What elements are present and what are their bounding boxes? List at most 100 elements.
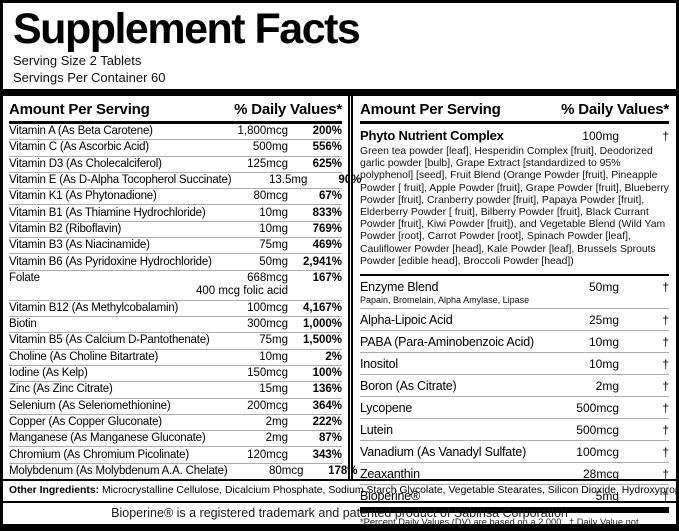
nutrient-row: Vitamin D3 (As Cholecalciferol) 125mcg 6… xyxy=(9,157,342,173)
nutrient-name: Copper (As Copper Gluconate) xyxy=(9,415,162,428)
nutrient-amount: 80mcg xyxy=(268,464,304,477)
nutrient-amount: 13.5mg xyxy=(269,174,308,187)
servings-per-container: Servings Per Container 60 xyxy=(13,70,166,85)
nutrient-daily-value: 469% xyxy=(312,239,342,252)
nutrient-amount: 10mg xyxy=(588,357,619,372)
nutrient-daily-value: † xyxy=(662,357,669,372)
nutrient-amount: 10mg xyxy=(259,350,288,363)
nutrient-name: Lutein xyxy=(360,423,393,438)
nutrient-name: Zeaxanthin xyxy=(360,467,420,482)
nutrient-amount: 125mcg xyxy=(247,157,288,170)
nutrient-row: Manganese (As Manganese Gluconate) 2mg 8… xyxy=(9,431,342,448)
nutrient-name: Vitamin K1 (As Phytonadione) xyxy=(9,190,157,203)
nutrient-name: Vitamin B3 (As Niacinamide) xyxy=(9,239,150,252)
trademark-notice: Bioperine® is a registered trademark and… xyxy=(3,501,676,524)
nutrient-name: Vitamin B12 (As Methylcobalamin) xyxy=(9,301,179,314)
nutrient-row: Zeaxanthin 28mcg † xyxy=(360,463,669,486)
nutrient-daily-value: 100% xyxy=(312,367,342,380)
phyto-complex-row: Phyto Nutrient Complex 100mg † xyxy=(360,124,669,145)
nutrient-daily-value: † xyxy=(662,423,669,438)
nutrient-daily-value: 364% xyxy=(312,399,342,412)
nutrient-amount: 80mcg xyxy=(253,190,288,203)
nutrient-amount: 2mg xyxy=(265,415,288,428)
footnote-divider-bar xyxy=(360,507,669,514)
nutrient-amount: 100mcg xyxy=(247,301,288,314)
nutrient-subline: Papain, Bromelain, Alpha Amylase, Lipase xyxy=(360,295,530,306)
nutrient-amount: 500mcg xyxy=(576,401,619,416)
nutrient-daily-value: † xyxy=(662,335,669,350)
nutrient-row: Vitamin B6 (As Pyridoxine Hydrochloride)… xyxy=(9,254,342,271)
vitamin-mineral-list: Vitamin A (As Beta Carotene) 1,800mcg 20… xyxy=(9,124,361,479)
nutrient-daily-value: 769% xyxy=(312,222,342,235)
nutrient-amount: 50mg xyxy=(259,255,288,268)
nutrient-row: Biotin 300mcg 1,000% xyxy=(9,317,342,334)
nutrient-daily-value: 200% xyxy=(312,125,342,138)
nutrient-daily-value: † xyxy=(662,401,669,416)
nutrient-row: Boron (As Citrate) 2mg † xyxy=(360,375,669,398)
nutrient-amount: 668mcg xyxy=(247,272,288,285)
nutrient-name: Bioperine® xyxy=(360,489,421,504)
nutrient-amount: 28mcg xyxy=(582,467,619,482)
nutrient-row: Vitamin K1 (As Phytonadione) 80mcg 67% xyxy=(9,189,342,206)
nutrient-amount: 2mg xyxy=(265,432,288,445)
footnotes: *Percent Daily Values (DV) are based on … xyxy=(360,513,669,528)
nutrient-name: Folate xyxy=(9,272,40,285)
header-divider-bar xyxy=(3,89,676,96)
nutrient-row: Iodine (As Kelp) 150mcg 100% xyxy=(9,366,342,383)
nutrient-daily-value: 67% xyxy=(318,190,342,203)
nutrient-daily-value: † xyxy=(662,313,669,328)
nutrient-daily-value: 343% xyxy=(312,448,342,461)
nutrient-daily-value: 556% xyxy=(312,141,342,154)
daily-values-label: % Daily Values* xyxy=(234,101,342,118)
nutrient-amount: 500mcg xyxy=(576,423,619,438)
nutrient-daily-value: 1,000% xyxy=(302,318,342,331)
nutrient-name: Vitamin A (As Beta Carotene) xyxy=(9,125,153,138)
nutrient-name: Biotin xyxy=(9,318,37,331)
other-ingredients-label: Other Ingredients: xyxy=(9,485,100,496)
percent-dv-footnote: *Percent Daily Values (DV) are based on … xyxy=(360,517,562,528)
nutrient-row: Enzyme Blend Papain, Bromelain, Alpha Am… xyxy=(360,276,669,310)
amount-per-serving-label: Amount Per Serving xyxy=(9,101,150,118)
nutrient-row: Selenium (As Selenomethionine) 200mcg 36… xyxy=(9,399,342,415)
nutrient-daily-value: 2% xyxy=(325,350,342,363)
nutrient-daily-value: 136% xyxy=(312,383,342,396)
nutrient-daily-value: 2,941% xyxy=(302,255,342,268)
nutrient-daily-value: † xyxy=(662,445,669,460)
nutrient-amount: 50mg xyxy=(588,280,619,295)
daily-values-label: % Daily Values* xyxy=(561,101,669,118)
nutrient-daily-value: 87% xyxy=(318,432,342,445)
right-panel-header: Amount Per Serving % Daily Values* xyxy=(360,96,669,124)
nutrient-row: PABA (Para-Aminobenzoic Acid) 10mg † xyxy=(360,331,669,354)
nutrient-amount: 25mg xyxy=(588,313,619,328)
nutrient-name: Vitamin E (As D-Alpha Tocopherol Succina… xyxy=(9,174,232,187)
nutrient-name: Alpha-Lipoic Acid xyxy=(360,313,453,328)
label-header: Supplement Facts Serving Size 2 Tablets … xyxy=(3,3,676,89)
nutrient-row: Vitamin B2 (Riboflavin) 10mg 769% xyxy=(9,222,342,239)
nutrient-name: Manganese (As Manganese Gluconate) xyxy=(9,432,206,445)
nutrient-daily-value: 167% xyxy=(312,272,342,285)
nutrient-name: Inositol xyxy=(360,357,399,372)
nutrient-amount: 15mg xyxy=(259,383,288,396)
nutrient-row: Vitamin B1 (As Thiamine Hydrochloride) 1… xyxy=(9,205,342,222)
phyto-complex-amount: 100mg xyxy=(582,129,619,143)
nutrient-amount: 200mcg xyxy=(247,399,288,412)
nutrient-row: Vanadium (As Vanadyl Sulfate) 100mcg † xyxy=(360,441,669,464)
left-panel: Amount Per Serving % Daily Values* Vitam… xyxy=(3,96,361,479)
nutrient-amount: 75mg xyxy=(259,334,288,347)
nutrient-row: Vitamin B3 (As Niacinamide) 75mg 469% xyxy=(9,238,342,255)
nutrient-daily-value: 833% xyxy=(312,206,342,219)
nutrient-name: Iodine (As Kelp) xyxy=(9,367,88,380)
column-divider xyxy=(348,96,353,479)
nutrient-name: Selenium (As Selenomethionine) xyxy=(9,399,171,412)
nutrient-amount: 150mcg xyxy=(247,367,288,380)
nutrient-amount: 120mcg xyxy=(247,448,288,461)
label-title: Supplement Facts xyxy=(13,5,361,53)
nutrient-row: Vitamin E (As D-Alpha Tocopherol Succina… xyxy=(9,173,361,190)
nutrient-amount: 2mg xyxy=(595,379,619,394)
nutrient-name: Vitamin B5 (As Calcium D-Pantothenate) xyxy=(9,334,210,347)
phyto-complex-daily-value: † xyxy=(662,129,669,143)
nutrient-daily-value: † xyxy=(662,280,669,295)
nutrient-row: Chromium (As Chromium Picolinate) 120mcg… xyxy=(9,447,342,464)
nutrient-amount: 75mg xyxy=(259,239,288,252)
